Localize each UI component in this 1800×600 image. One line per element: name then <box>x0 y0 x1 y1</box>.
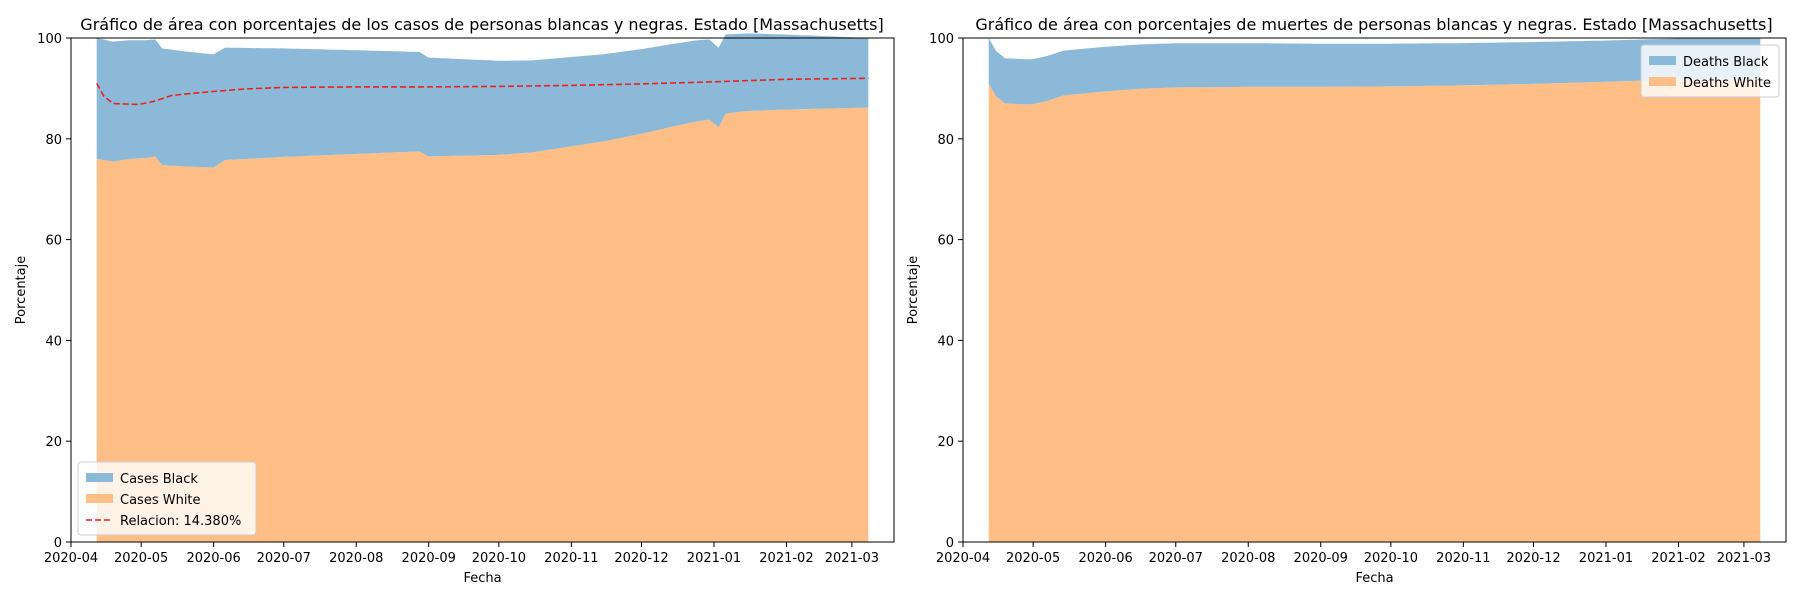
x-tick-label: 2020-08 <box>329 551 383 566</box>
x-tick-label: 2020-06 <box>186 551 240 566</box>
x-tick-label: 2020-10 <box>1364 551 1418 566</box>
legend-swatch <box>86 473 113 482</box>
x-tick-label: 2020-05 <box>1006 551 1060 566</box>
y-tick-label: 20 <box>45 435 62 450</box>
x-tick-label: 2020-07 <box>257 551 311 566</box>
area-cases-black <box>96 33 869 168</box>
x-tick-label: 2020-06 <box>1078 551 1132 566</box>
x-tick-label: 2021-01 <box>687 551 741 566</box>
area-deaths-black <box>988 38 1761 105</box>
x-tick-label: 2021-02 <box>759 551 813 566</box>
x-tick-label: 2020-11 <box>544 551 598 566</box>
legend-label: Cases Black <box>120 472 198 487</box>
y-tick-label: 60 <box>45 234 62 249</box>
y-tick-label: 40 <box>45 334 62 349</box>
x-tick-label: 2021-03 <box>825 551 879 566</box>
x-tick-label: 2020-08 <box>1221 551 1275 566</box>
y-tick-label: 80 <box>937 133 954 148</box>
legend-label: Deaths Black <box>1683 55 1769 70</box>
x-tick-label: 2020-09 <box>1294 551 1348 566</box>
y-tick-label: 40 <box>937 334 954 349</box>
x-tick-label: 2020-05 <box>114 551 168 566</box>
chart-title: Gráfico de área con porcentajes de los c… <box>80 15 883 34</box>
x-tick-label: 2020-12 <box>1506 551 1560 566</box>
legend: Deaths Black Deaths White <box>1640 44 1780 98</box>
legend-swatch <box>1649 77 1676 86</box>
y-tick-label: 100 <box>929 32 954 47</box>
x-tick-label: 2020-04 <box>44 551 98 566</box>
chart-title: Gráfico de área con porcentajes de muert… <box>975 15 1772 34</box>
y-tick-label: 60 <box>937 234 954 249</box>
area-cases-white <box>96 107 869 542</box>
legend: Cases Black Cases White Relacion: 14.380% <box>77 461 257 536</box>
cases-area-chart: Gráfico de área con porcentajes de los c… <box>14 15 895 586</box>
y-tick-label: 80 <box>45 133 62 148</box>
deaths-area-chart: Gráfico de área con porcentajes de muert… <box>906 15 1787 586</box>
y-tick-label: 0 <box>54 536 62 551</box>
x-tick-label: 2021-01 <box>1579 551 1633 566</box>
series-line-relacion <box>96 77 869 106</box>
x-tick-label: 2020-07 <box>1149 551 1203 566</box>
legend-label: Deaths White <box>1683 76 1771 91</box>
plot-frame <box>70 37 895 543</box>
y-tick-label: 20 <box>937 435 954 450</box>
x-tick-label: 2020-09 <box>402 551 456 566</box>
y-axis-label: Porcentaje <box>14 256 29 324</box>
area-deaths-white <box>988 78 1761 543</box>
legend-swatch <box>1649 56 1676 65</box>
x-tick-label: 2020-10 <box>472 551 526 566</box>
x-tick-label: 2020-04 <box>936 551 990 566</box>
x-axis-label: Fecha <box>1355 571 1393 586</box>
legend-swatch <box>86 494 113 503</box>
x-tick-label: 2021-03 <box>1717 551 1771 566</box>
x-tick-label: 2020-11 <box>1436 551 1490 566</box>
legend-label: Relacion: 14.380% <box>120 514 241 529</box>
legend-box <box>77 461 257 536</box>
x-axis-label: Fecha <box>463 571 501 586</box>
x-tick-label: 2020-12 <box>614 551 668 566</box>
y-tick-label: 100 <box>37 32 62 47</box>
plot-frame <box>962 37 1787 543</box>
y-axis-label: Porcentaje <box>906 256 921 324</box>
legend-label: Cases White <box>120 493 201 508</box>
y-tick-label: 0 <box>946 536 954 551</box>
x-tick-label: 2021-02 <box>1651 551 1705 566</box>
